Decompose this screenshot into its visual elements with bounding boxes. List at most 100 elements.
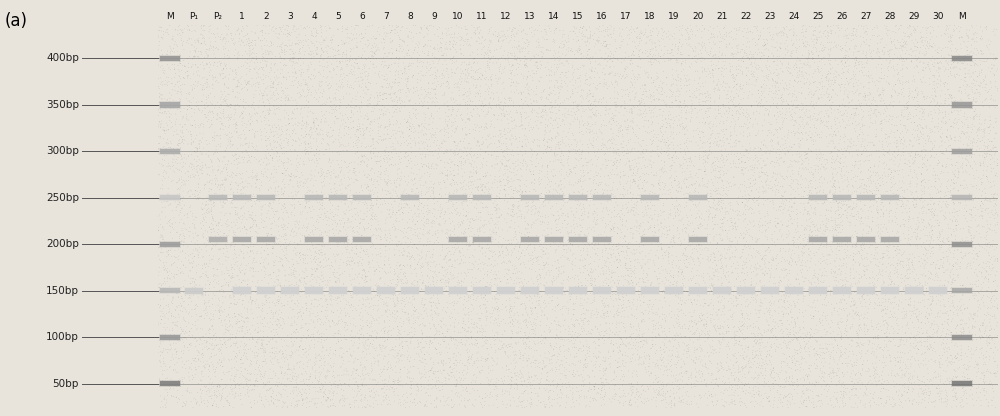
Point <box>447 81 463 88</box>
Point <box>789 129 805 135</box>
Point <box>670 306 686 312</box>
Point <box>714 52 730 59</box>
Point <box>278 167 294 174</box>
Point <box>610 259 626 266</box>
Point <box>821 114 837 120</box>
Point <box>972 35 988 42</box>
Point <box>871 207 887 213</box>
Point <box>354 157 370 164</box>
Point <box>491 32 507 38</box>
Point <box>377 380 393 387</box>
Point <box>357 171 373 178</box>
Point <box>234 249 250 255</box>
Point <box>171 356 187 362</box>
Point <box>689 85 705 92</box>
Point <box>519 322 535 329</box>
Point <box>206 389 222 396</box>
Point <box>282 304 298 311</box>
Point <box>628 131 644 138</box>
Point <box>813 75 829 82</box>
Point <box>471 243 487 250</box>
Point <box>467 103 483 110</box>
Point <box>983 198 999 205</box>
Point <box>413 26 429 33</box>
Point <box>342 259 358 265</box>
Point <box>580 126 596 133</box>
Point <box>854 69 870 76</box>
Point <box>953 352 969 359</box>
Point <box>346 45 362 52</box>
Point <box>279 257 295 263</box>
Point <box>164 327 180 334</box>
Point <box>702 24 718 30</box>
Point <box>478 313 494 319</box>
Point <box>537 328 553 335</box>
Point <box>539 373 555 380</box>
Point <box>504 125 520 131</box>
Point <box>908 37 924 43</box>
Point <box>872 235 888 242</box>
Point <box>711 384 727 390</box>
Point <box>859 250 875 257</box>
Point <box>373 369 389 376</box>
Point <box>417 282 433 289</box>
Point <box>224 386 240 392</box>
Bar <box>328 194 348 201</box>
Point <box>740 124 756 131</box>
Point <box>765 367 781 374</box>
Point <box>227 229 243 235</box>
Point <box>355 334 371 341</box>
Point <box>583 386 599 393</box>
Point <box>293 324 309 331</box>
Point <box>648 398 664 404</box>
Point <box>914 131 930 137</box>
Point <box>265 238 281 244</box>
Point <box>804 91 820 97</box>
Point <box>585 54 601 60</box>
Point <box>594 265 610 272</box>
Point <box>268 382 284 389</box>
Point <box>777 25 793 32</box>
Point <box>458 124 474 131</box>
Point <box>300 359 316 366</box>
Point <box>420 386 436 392</box>
Point <box>271 298 287 305</box>
Point <box>979 205 995 212</box>
Point <box>915 64 931 71</box>
Point <box>536 385 552 391</box>
Point <box>151 121 167 128</box>
Point <box>243 399 259 406</box>
Point <box>577 292 593 298</box>
Point <box>658 334 674 340</box>
Point <box>250 371 266 378</box>
Point <box>417 191 433 198</box>
Point <box>417 220 433 226</box>
Point <box>498 245 514 251</box>
Point <box>291 250 307 257</box>
Point <box>671 184 687 191</box>
Point <box>395 204 411 211</box>
Point <box>299 149 315 155</box>
Point <box>784 93 800 99</box>
Point <box>401 358 417 365</box>
Point <box>337 41 353 47</box>
Point <box>662 145 678 152</box>
Point <box>492 45 508 52</box>
Point <box>421 152 437 158</box>
Point <box>522 338 538 345</box>
Point <box>555 312 571 318</box>
Point <box>688 94 704 101</box>
Point <box>881 337 897 344</box>
Point <box>932 393 948 399</box>
Point <box>871 267 887 273</box>
Point <box>202 72 218 79</box>
Point <box>451 339 467 345</box>
Point <box>576 31 592 37</box>
Point <box>601 334 617 341</box>
Point <box>847 89 863 96</box>
Point <box>877 303 893 310</box>
Point <box>715 138 731 144</box>
Point <box>214 70 230 77</box>
Point <box>564 109 580 115</box>
Point <box>800 200 816 206</box>
